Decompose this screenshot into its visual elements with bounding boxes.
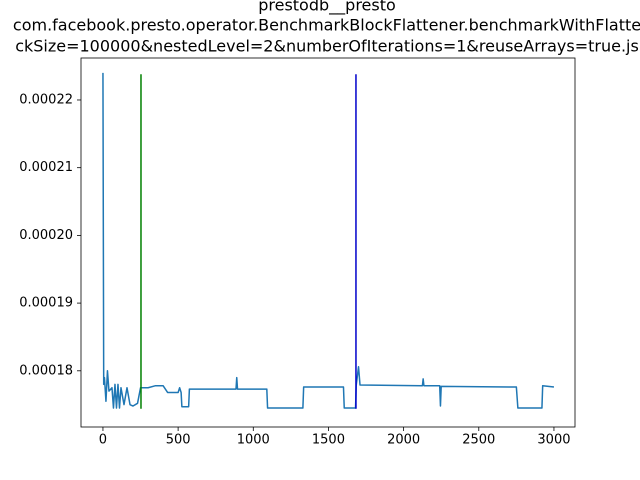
y-tick-label: 0.00020 — [19, 228, 73, 243]
x-tick-label: 2000 — [387, 433, 420, 448]
x-tick-label: 1000 — [237, 433, 270, 448]
y-tick-label: 0.00018 — [19, 363, 73, 378]
x-tick-label: 2500 — [462, 433, 495, 448]
y-tick-label: 0.00022 — [19, 92, 73, 107]
data-line — [102, 72, 555, 409]
y-tick-label: 0.00019 — [19, 296, 73, 311]
x-tick-label: 3000 — [537, 433, 570, 448]
chart-title: prestodb__presto — [258, 0, 396, 16]
plot-frame — [80, 57, 576, 428]
chart-title: ckSize=100000&nestedLevel=2&numberOfIter… — [15, 37, 639, 56]
x-tick-label: 0 — [99, 433, 107, 448]
x-tick-label: 1500 — [312, 433, 345, 448]
x-tick-label: 500 — [166, 433, 191, 448]
chart-title: com.facebook.presto.operator.BenchmarkBl… — [13, 16, 640, 35]
y-tick-label: 0.00021 — [19, 160, 73, 175]
